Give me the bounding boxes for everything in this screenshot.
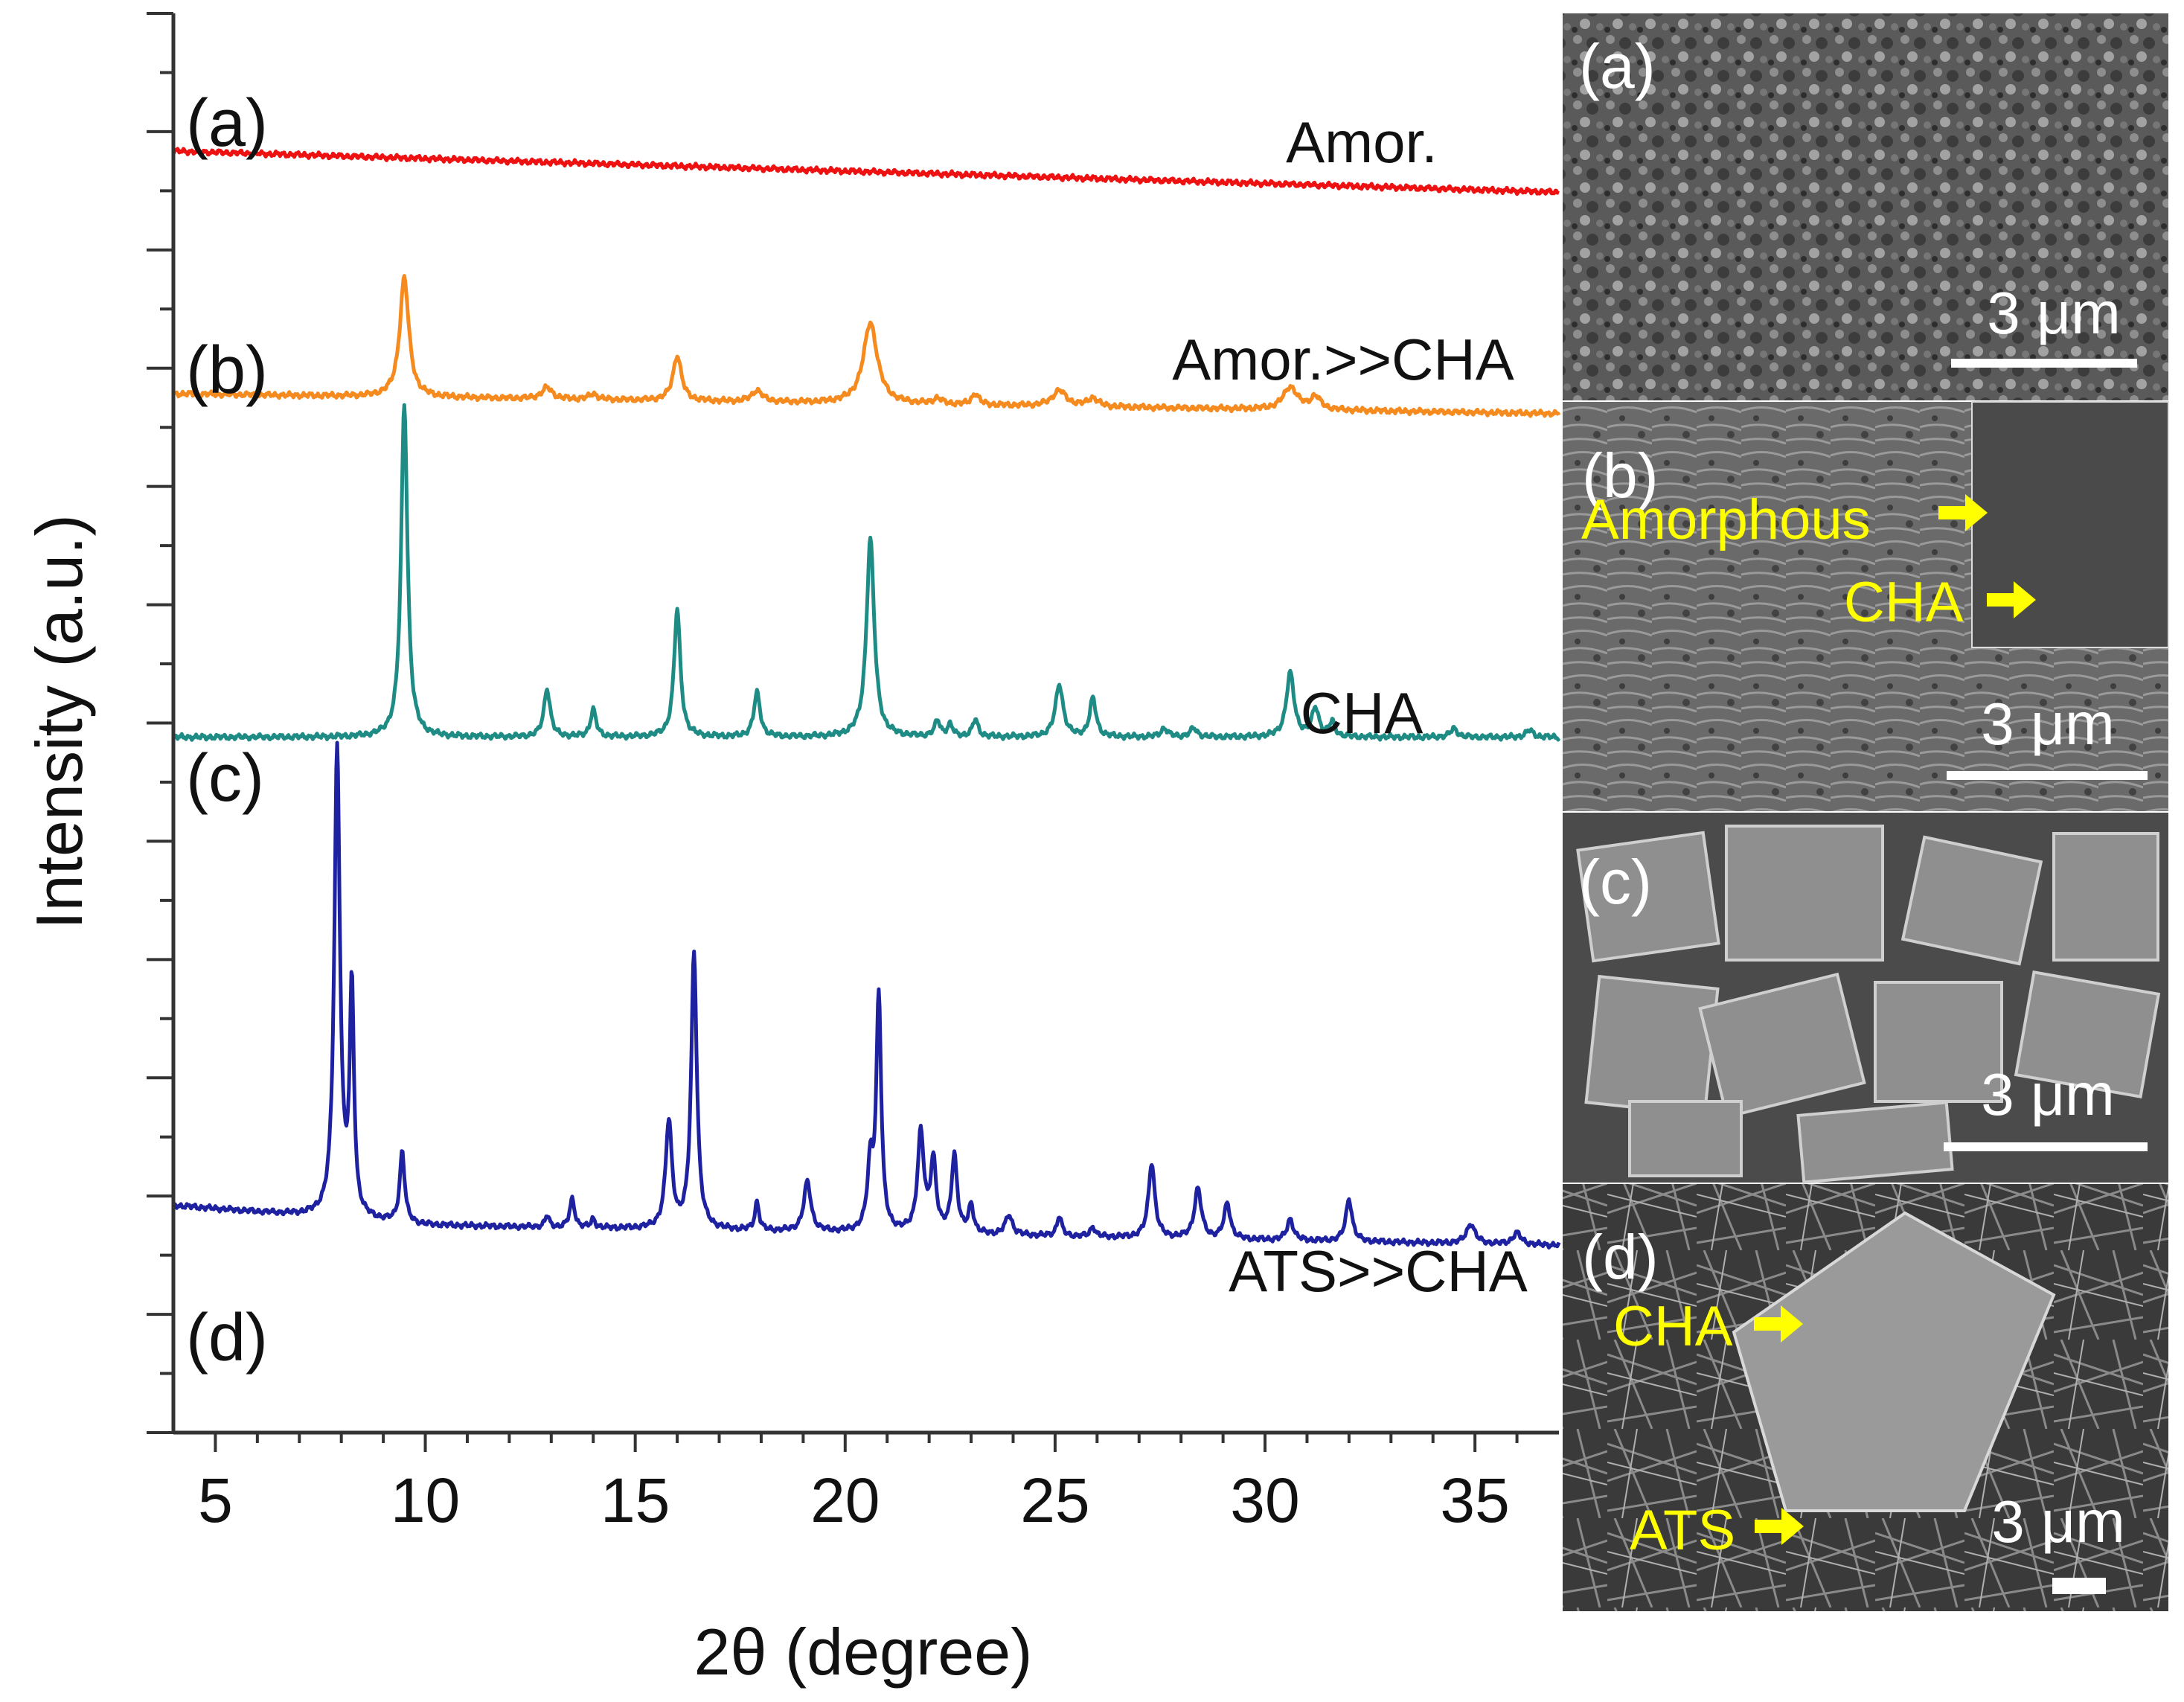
sem-panel-label-c: (c) — [1579, 847, 1652, 917]
sem-panel-label-d: (d) — [1582, 1222, 1659, 1292]
sem-panel-b: (b) Amorphous CHA 3 μm — [1563, 401, 2169, 811]
x-tick-label: 30 — [1230, 1465, 1299, 1535]
series-name-b: Amor.>>CHA — [1172, 327, 1514, 392]
y-axis-label: Intensity (a.u.) — [22, 514, 96, 930]
series-panel-label-c: (c) — [186, 741, 264, 816]
annotation-amorphous: Amorphous — [1581, 488, 1871, 551]
series-labels: (a) Amor. (b) Amor.>>CHA (c) CHA (d) ATS>>CHA — [186, 86, 1528, 1375]
xrd-trace-d — [172, 740, 1561, 1250]
annotation-cha-d: CHA — [1613, 1295, 1733, 1358]
scale-bar-b — [1947, 771, 2148, 780]
xrd-traces — [171, 147, 1561, 1250]
scale-bar-c — [1944, 1142, 2148, 1151]
annotation-ats: ATS — [1630, 1499, 1735, 1562]
sem-panel-c: (c) 3 μm — [1563, 813, 2168, 1184]
sem-inset-b — [1971, 401, 2169, 648]
x-axis-label: 2θ (degree) — [694, 1615, 1033, 1689]
x-tick-label: 25 — [1020, 1465, 1089, 1535]
scale-bar-label-b: 3 μm — [1981, 691, 2114, 757]
sem-image-panels: (a) 3 μm (b) Amorphous CHA 3 μm — [1563, 13, 2169, 1611]
x-tick-label: 10 — [391, 1465, 460, 1535]
cha-crystal — [1732, 1211, 2056, 1512]
series-name-c: CHA — [1301, 680, 1424, 746]
scale-bar-label-a: 3 μm — [1987, 280, 2120, 346]
y-ticks — [147, 12, 173, 1434]
series-panel-label-b: (b) — [186, 333, 268, 408]
x-tick-label: 35 — [1440, 1465, 1509, 1535]
x-tick-label: 5 — [198, 1465, 233, 1535]
arrow-amorphous-icon — [1938, 494, 1988, 531]
xrd-trace-c — [172, 403, 1561, 742]
arrow-cha-b-icon — [1987, 581, 2036, 618]
series-name-d: ATS>>CHA — [1229, 1238, 1528, 1304]
sem-image-a — [1563, 13, 2168, 400]
x-tick-label: 15 — [601, 1465, 670, 1535]
x-ticks: 5 10 15 20 25 30 35 — [198, 1433, 1519, 1535]
series-panel-label-d: (d) — [186, 1301, 268, 1375]
arrow-cha-d-icon — [1754, 1305, 1803, 1343]
x-tick-label: 20 — [810, 1465, 880, 1535]
sem-panel-d: (d) CHA ATS 3 μm — [1563, 1184, 2168, 1611]
arrow-ats-icon — [1755, 1508, 1804, 1545]
cubic-crystals — [1576, 825, 2161, 1184]
xrd-plot-area: 5 10 15 20 25 30 35 (a) Amor. (b) Amor.>>CHA (c) CH… — [22, 12, 1561, 1689]
sem-panel-a: (a) 3 μm — [1563, 13, 2168, 400]
scale-bar-d — [2052, 1578, 2106, 1594]
sem-panel-label-a: (a) — [1579, 31, 1656, 101]
scale-bar-label-d: 3 μm — [1991, 1488, 2124, 1555]
series-name-a: Amor. — [1286, 109, 1438, 175]
scale-bar-a — [1951, 359, 2137, 368]
xrd-trace-a — [171, 147, 1560, 196]
series-panel-label-a: (a) — [186, 86, 268, 161]
scale-bar-label-c: 3 μm — [1981, 1061, 2114, 1127]
annotation-cha-b: CHA — [1844, 571, 1964, 634]
sem-panel-label-b: (b) — [1582, 441, 1659, 511]
xrd-trace-b — [171, 274, 1561, 418]
